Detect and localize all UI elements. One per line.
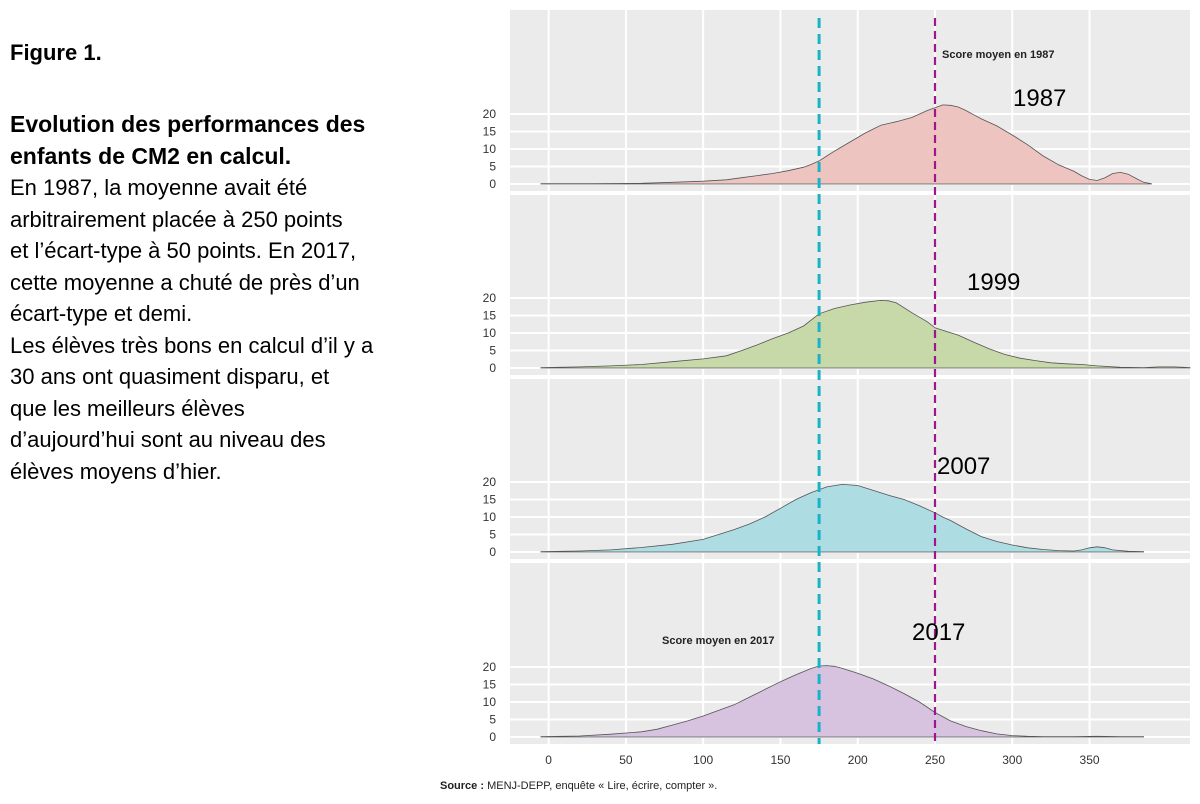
panel-year-label: 1999 [967, 269, 1020, 296]
y-tick-label: 20 [483, 660, 497, 674]
source-text: MENJ-DEPP, enquête « Lire, écrire, compt… [484, 780, 718, 792]
y-tick-label: 10 [483, 326, 497, 340]
y-tick-label: 15 [483, 125, 497, 139]
y-tick-label: 5 [489, 160, 496, 174]
x-tick-label: 100 [693, 753, 713, 767]
y-tick-label: 15 [483, 678, 497, 692]
density-area-2017 [540, 665, 1144, 738]
figure-body-line: élèves moyens d’hier. [10, 458, 222, 484]
panel-year-label: 2007 [937, 453, 990, 480]
x-tick-label: 300 [1002, 753, 1022, 767]
y-tick-label: 20 [483, 291, 497, 305]
y-tick-label: 15 [483, 493, 497, 507]
x-tick-label: 50 [619, 753, 633, 767]
figure-body-line: arbitrairement placée à 250 points [10, 206, 343, 232]
figure-label: Figure 1. [10, 40, 102, 65]
y-tick-label: 5 [489, 344, 496, 358]
y-tick-label: 0 [489, 545, 496, 559]
figure-body-line: 30 ans ont quasiment disparu, et [10, 364, 330, 389]
density-area-1987 [540, 104, 1152, 185]
figure-body-line: et l’écart-type à 50 points. En 2017, [10, 238, 357, 263]
y-tick-label: 20 [483, 475, 497, 489]
figure-body-line: d’aujourd’hui sont au niveau des [10, 427, 326, 452]
y-tick-label: 0 [489, 730, 496, 744]
figure-text-panel: Figure 1. Evolution des performances des… [10, 40, 425, 487]
figure-heading-line: enfants de CM2 en calcul. [10, 143, 292, 169]
density-area-1999 [540, 299, 1191, 369]
x-tick-label: 350 [1080, 753, 1100, 767]
figure-body-line: cette moyenne a chuté de près d’un [10, 269, 360, 295]
y-tick-label: 10 [483, 695, 497, 709]
density-area-2007 [540, 483, 1144, 553]
figure-body-line: écart-type et demi. [10, 301, 193, 326]
figure-body-line: Les élèves très bons en calcul d’il y a [10, 332, 374, 358]
panel-year-label: 2017 [912, 619, 965, 646]
x-tick-label: 200 [848, 753, 868, 767]
x-tick-label: 150 [770, 753, 790, 767]
y-tick-label: 15 [483, 309, 497, 323]
y-tick-label: 0 [489, 361, 496, 375]
mean-score-annotation: Score moyen en 1987 [942, 49, 1055, 61]
x-tick-label: 250 [925, 753, 945, 767]
figure-body-line: En 1987, la moyenne avait été [10, 175, 308, 200]
x-tick-label: 0 [545, 753, 552, 767]
source-label: Source : [440, 780, 485, 792]
y-tick-label: 0 [489, 177, 496, 191]
y-tick-label: 5 [489, 528, 496, 542]
y-tick-label: 5 [489, 713, 496, 727]
y-tick-label: 20 [483, 107, 497, 121]
panel-year-label: 1987 [1013, 85, 1066, 112]
y-tick-label: 10 [483, 510, 497, 524]
figure-heading: Evolution des performances des enfants d… [10, 108, 425, 172]
y-tick-label: 10 [483, 142, 497, 156]
figure-heading-line: Evolution des performances des [10, 111, 366, 137]
figure-body-line: que les meilleurs élèves [10, 395, 245, 421]
mean-score-annotation: Score moyen en 2017 [662, 635, 775, 647]
figure-body: En 1987, la moyenne avait été arbitraire… [10, 172, 425, 487]
source-note: Source : MENJ-DEPP, enquête « Lire, écri… [440, 780, 717, 792]
